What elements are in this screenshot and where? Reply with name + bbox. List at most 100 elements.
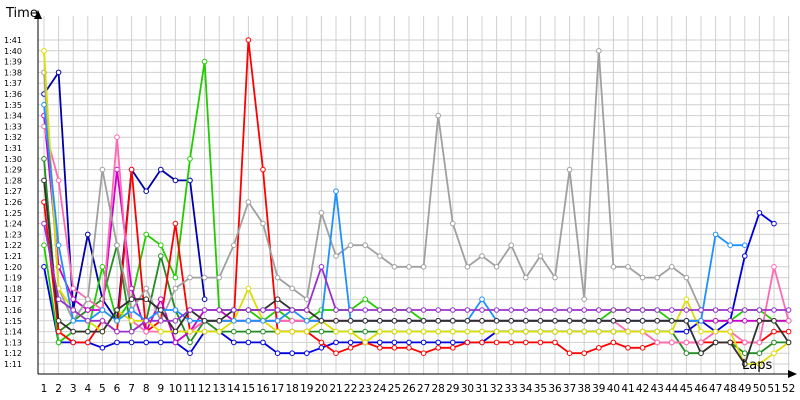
data-point bbox=[420, 318, 427, 324]
data-point bbox=[479, 253, 485, 259]
x-tick-label: 35 bbox=[534, 383, 547, 395]
data-point bbox=[596, 345, 602, 351]
y-tick-label: 1:13 bbox=[4, 338, 22, 347]
data-point bbox=[362, 318, 369, 324]
data-point bbox=[85, 307, 91, 313]
data-point bbox=[347, 318, 354, 324]
data-point bbox=[245, 285, 252, 292]
data-point bbox=[55, 296, 62, 303]
data-point bbox=[508, 242, 515, 248]
data-point bbox=[727, 339, 734, 346]
data-point bbox=[625, 318, 631, 324]
data-point bbox=[187, 350, 193, 357]
data-point bbox=[158, 318, 164, 324]
data-point bbox=[610, 328, 617, 335]
data-point bbox=[362, 307, 369, 313]
data-point bbox=[683, 307, 690, 313]
data-point bbox=[435, 307, 442, 313]
data-point bbox=[742, 307, 748, 313]
data-point bbox=[435, 345, 442, 351]
data-point bbox=[552, 307, 558, 313]
x-tick-label: 29 bbox=[446, 383, 459, 395]
data-point bbox=[566, 350, 573, 357]
data-point bbox=[304, 318, 310, 324]
x-tick-label: 20 bbox=[315, 383, 328, 395]
data-point bbox=[333, 339, 339, 346]
data-point bbox=[581, 350, 588, 357]
data-point bbox=[187, 156, 193, 162]
data-point bbox=[85, 231, 91, 238]
data-point bbox=[41, 102, 47, 108]
data-point bbox=[537, 328, 544, 335]
data-point bbox=[55, 242, 62, 248]
data-point bbox=[70, 296, 76, 303]
data-point bbox=[391, 328, 398, 335]
data-point bbox=[128, 296, 135, 303]
data-point bbox=[420, 328, 427, 335]
data-point bbox=[639, 345, 646, 351]
data-point bbox=[274, 274, 281, 281]
data-point bbox=[318, 345, 325, 351]
data-point bbox=[771, 318, 777, 324]
data-point bbox=[172, 220, 179, 227]
data-point bbox=[742, 318, 748, 324]
data-point bbox=[55, 339, 62, 346]
data-point bbox=[289, 328, 296, 335]
data-point bbox=[333, 253, 339, 259]
data-point bbox=[625, 328, 631, 335]
data-point bbox=[245, 307, 252, 313]
data-point bbox=[304, 328, 310, 335]
series bbox=[41, 48, 719, 324]
data-point bbox=[391, 345, 398, 351]
x-tick-label: 45 bbox=[680, 383, 693, 395]
data-point bbox=[785, 307, 792, 313]
data-point bbox=[304, 350, 310, 357]
data-point bbox=[756, 361, 763, 367]
data-point bbox=[450, 345, 456, 351]
data-point bbox=[610, 264, 617, 270]
data-point bbox=[143, 296, 149, 303]
series-line bbox=[43, 50, 790, 365]
data-point bbox=[581, 318, 588, 324]
data-point bbox=[756, 339, 763, 346]
x-tick-label: 21 bbox=[329, 383, 342, 395]
data-point bbox=[742, 339, 748, 346]
data-point bbox=[785, 339, 792, 346]
x-tick-label: 3 bbox=[70, 383, 77, 395]
data-point bbox=[274, 350, 281, 357]
data-point bbox=[771, 350, 777, 357]
x-tick-label: 16 bbox=[256, 383, 270, 395]
y-tick-label: 1:26 bbox=[4, 198, 22, 207]
data-point bbox=[756, 350, 763, 357]
data-point bbox=[128, 318, 135, 324]
data-point bbox=[55, 318, 62, 324]
x-tick-label: 26 bbox=[402, 383, 416, 395]
data-point bbox=[654, 328, 661, 335]
y-tick-label: 1:19 bbox=[4, 274, 22, 283]
data-point bbox=[99, 318, 106, 324]
data-point bbox=[508, 339, 515, 346]
data-point bbox=[260, 318, 266, 324]
x-tick-label: 10 bbox=[169, 383, 182, 395]
data-point bbox=[771, 307, 777, 313]
data-point bbox=[742, 350, 748, 357]
x-tick-label: 47 bbox=[709, 383, 722, 395]
data-point bbox=[654, 307, 661, 313]
data-point bbox=[70, 328, 76, 335]
data-point bbox=[537, 307, 544, 313]
data-point bbox=[712, 318, 719, 324]
y-tick-label: 1:20 bbox=[4, 263, 22, 272]
x-tick-label: 12 bbox=[198, 383, 211, 395]
data-point bbox=[143, 318, 149, 324]
data-point bbox=[245, 328, 252, 335]
x-tick-label: 39 bbox=[592, 383, 605, 395]
data-point bbox=[493, 307, 500, 313]
data-point bbox=[172, 177, 179, 184]
data-point bbox=[216, 328, 222, 335]
data-point bbox=[70, 339, 76, 346]
data-point bbox=[128, 339, 135, 346]
data-point bbox=[698, 318, 704, 324]
y-tick-label: 1:14 bbox=[4, 328, 22, 337]
y-tick-label: 1:31 bbox=[4, 144, 22, 153]
